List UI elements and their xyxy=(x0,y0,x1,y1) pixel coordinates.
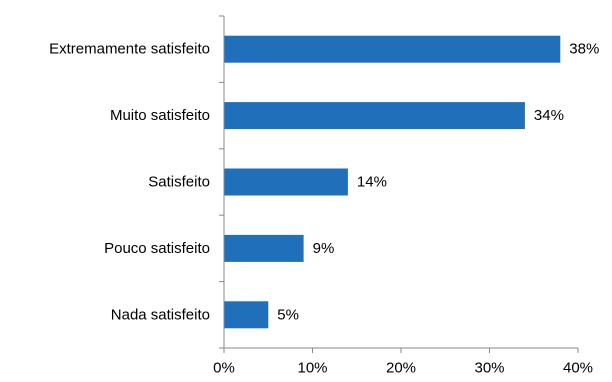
value-label-pouco-satisfeito: 9% xyxy=(313,240,335,257)
category-label-extremamente-satisfeito: Extremamente satisfeito xyxy=(49,41,210,58)
x-tick-label: 30% xyxy=(474,360,504,377)
bar-pouco-satisfeito xyxy=(224,234,304,262)
value-label-extremamente-satisfeito: 38% xyxy=(569,41,599,58)
bar-muito-satisfeito xyxy=(224,102,525,130)
bar-extremamente-satisfeito xyxy=(224,35,561,63)
x-tick-label: 20% xyxy=(386,360,416,377)
category-label-muito-satisfeito: Muito satisfeito xyxy=(110,107,210,124)
x-tick-label: 0% xyxy=(213,360,235,377)
x-tick-label: 10% xyxy=(297,360,327,377)
category-label-nada-satisfeito: Nada satisfeito xyxy=(111,306,210,323)
value-label-nada-satisfeito: 5% xyxy=(277,306,299,323)
bar-satisfeito xyxy=(224,168,348,196)
labels-layer: Extremamente satisfeito 38% Muito satisfei… xyxy=(49,41,599,377)
axes-layer xyxy=(219,15,579,353)
value-label-satisfeito: 14% xyxy=(357,174,387,191)
bar-nada-satisfeito xyxy=(224,301,269,329)
bars-layer xyxy=(224,35,561,329)
value-label-muito-satisfeito: 34% xyxy=(534,107,564,124)
category-label-satisfeito: Satisfeito xyxy=(148,174,210,191)
x-tick-label: 40% xyxy=(563,360,593,377)
category-label-pouco-satisfeito: Pouco satisfeito xyxy=(104,240,210,257)
